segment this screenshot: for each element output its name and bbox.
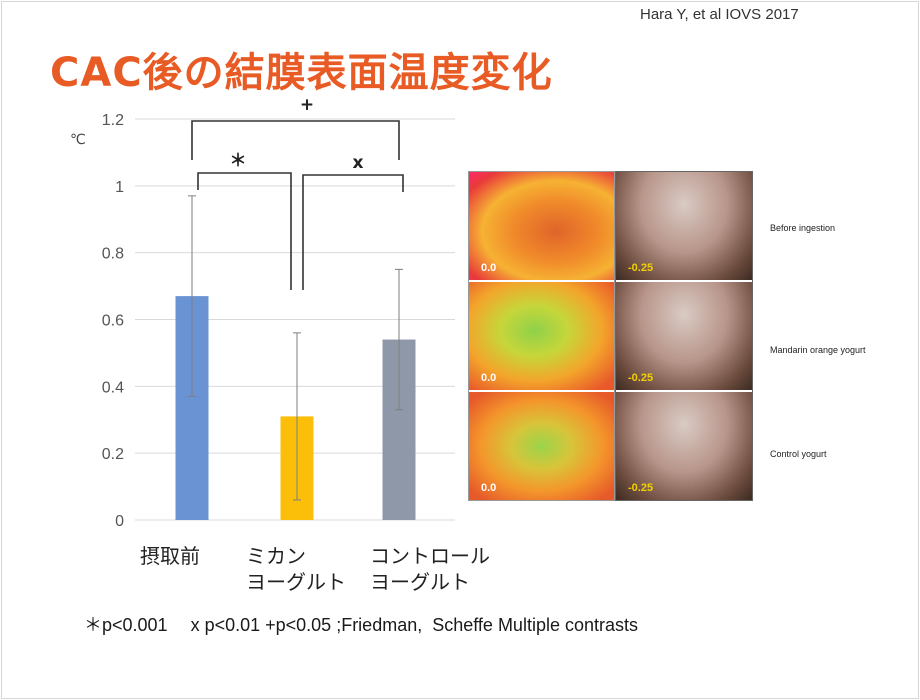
thermal-image-mandarin: 0.0 <box>469 282 614 390</box>
thermal-value-before: 0.0 <box>481 262 497 274</box>
y-tick-label: 0.8 <box>102 246 124 263</box>
y-tick-label: 0.2 <box>102 446 124 463</box>
slide-title: CAC後の結膜表面温度変化 <box>50 50 553 96</box>
significance-symbol: + <box>300 95 314 115</box>
citation-text: Hara Y, et al IOVS 2017 <box>640 6 799 23</box>
y-tick-label: 0 <box>115 513 124 530</box>
significance-bracket <box>197 172 292 290</box>
eye-photo-before: -0.25 <box>616 172 752 280</box>
y-tick-label: 0.4 <box>102 379 124 396</box>
footnote: ＊p<0.001 x p<0.01 +p<0.05 ;Friedman, Sch… <box>84 615 638 635</box>
eye-photo-control: -0.25 <box>616 392 752 500</box>
thermal-image-column: 0.0 0.0 0.0 <box>468 171 615 501</box>
eye-photo-mandarin: -0.25 <box>616 282 752 390</box>
thermal-value-mandarin: 0.0 <box>481 372 497 384</box>
category-label: ミカン <box>246 544 306 568</box>
significance-bracket <box>191 120 400 160</box>
thermal-value-control: 0.0 <box>481 482 497 494</box>
category-label: ヨーグルト <box>246 570 346 594</box>
category-label: 摂取前 <box>140 544 200 568</box>
eye-photo-column: -0.25 -0.25 -0.25 <box>615 171 753 501</box>
significance-symbol: ＊ <box>230 151 247 171</box>
y-tick-label: 1 <box>115 179 124 196</box>
y-tick-label: 0.6 <box>102 313 124 330</box>
y-axis-unit-label: ℃ <box>70 132 86 148</box>
category-label: コントロール <box>370 544 490 568</box>
condition-label-control: Control yogurt <box>770 449 827 459</box>
photo-value-mandarin: -0.25 <box>628 372 654 384</box>
significance-bracket <box>302 174 404 290</box>
y-tick-label: 1.2 <box>102 112 124 129</box>
significance-symbol: x <box>353 153 364 173</box>
condition-label-before: Before ingestion <box>770 223 836 233</box>
photo-value-control: -0.25 <box>628 482 654 494</box>
photo-value-before: -0.25 <box>628 262 654 274</box>
thermal-image-control: 0.0 <box>469 392 614 500</box>
condition-label-mandarin: Mandarin orange yogurt <box>770 345 866 355</box>
category-label: ヨーグルト <box>370 570 470 594</box>
thermal-image-before: 0.0 <box>469 172 614 280</box>
